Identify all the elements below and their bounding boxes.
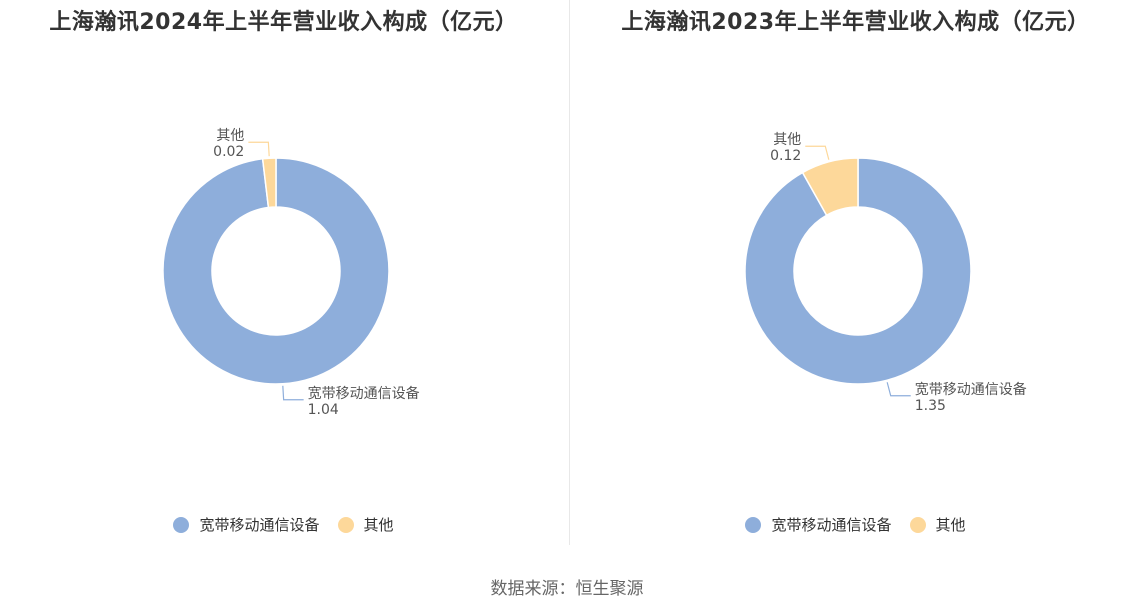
legend-dot-icon — [745, 516, 762, 533]
slice-category-label: 宽带移动通信设备 — [915, 381, 1027, 398]
panel-divider — [569, 0, 570, 545]
legend-label: 其他 — [935, 516, 966, 534]
label-leader-line — [248, 141, 270, 157]
label-leader-line — [282, 385, 304, 401]
slice-category-label: 宽带移动通信设备 — [308, 385, 420, 402]
legend-label: 宽带移动通信设备 — [199, 516, 320, 534]
legend-label: 其他 — [363, 516, 394, 534]
legend-item-other[interactable]: 其他 — [909, 514, 966, 535]
pie-slice-0[interactable] — [744, 157, 972, 385]
chart-panel-2023: 上海瀚讯2023年上半年营业收入构成（亿元） 宽带移动通信设备 1.35 其他 0.1… — [572, 0, 1134, 545]
pie-slice-1[interactable] — [801, 157, 859, 217]
slice-value-label: 1.04 — [308, 402, 339, 418]
pie-slice-0[interactable] — [162, 157, 390, 385]
label-leader-line — [886, 382, 911, 397]
chart-title: 上海瀚讯2024年上半年营业收入构成（亿元） — [49, 10, 518, 35]
legend-label: 宽带移动通信设备 — [771, 516, 892, 534]
slice-value-label: 0.12 — [770, 148, 801, 164]
legend: 宽带移动通信设备 其他 — [572, 514, 1134, 535]
slice-category-label: 其他 — [216, 128, 244, 144]
legend-dot-icon — [173, 516, 190, 533]
slice-value-label: 0.02 — [213, 144, 244, 160]
chart-panel-2024: 上海瀚讯2024年上半年营业收入构成（亿元） 宽带移动通信设备 1.04 其他 0.0… — [0, 0, 567, 545]
label-leader-line — [805, 145, 830, 160]
chart-title: 上海瀚讯2023年上半年营业收入构成（亿元） — [621, 10, 1090, 35]
legend-dot-icon — [909, 516, 926, 533]
slice-value-label: 1.35 — [915, 398, 946, 414]
legend-item-broadband[interactable]: 宽带移动通信设备 — [745, 514, 892, 535]
pie-slice-1[interactable] — [261, 157, 277, 209]
legend-item-broadband[interactable]: 宽带移动通信设备 — [173, 514, 320, 535]
legend-item-other[interactable]: 其他 — [337, 514, 394, 535]
data-source-note: 数据来源：恒生聚源 — [490, 579, 644, 599]
legend-dot-icon — [337, 516, 354, 533]
legend: 宽带移动通信设备 其他 — [0, 514, 567, 535]
slice-category-label: 其他 — [773, 132, 801, 148]
